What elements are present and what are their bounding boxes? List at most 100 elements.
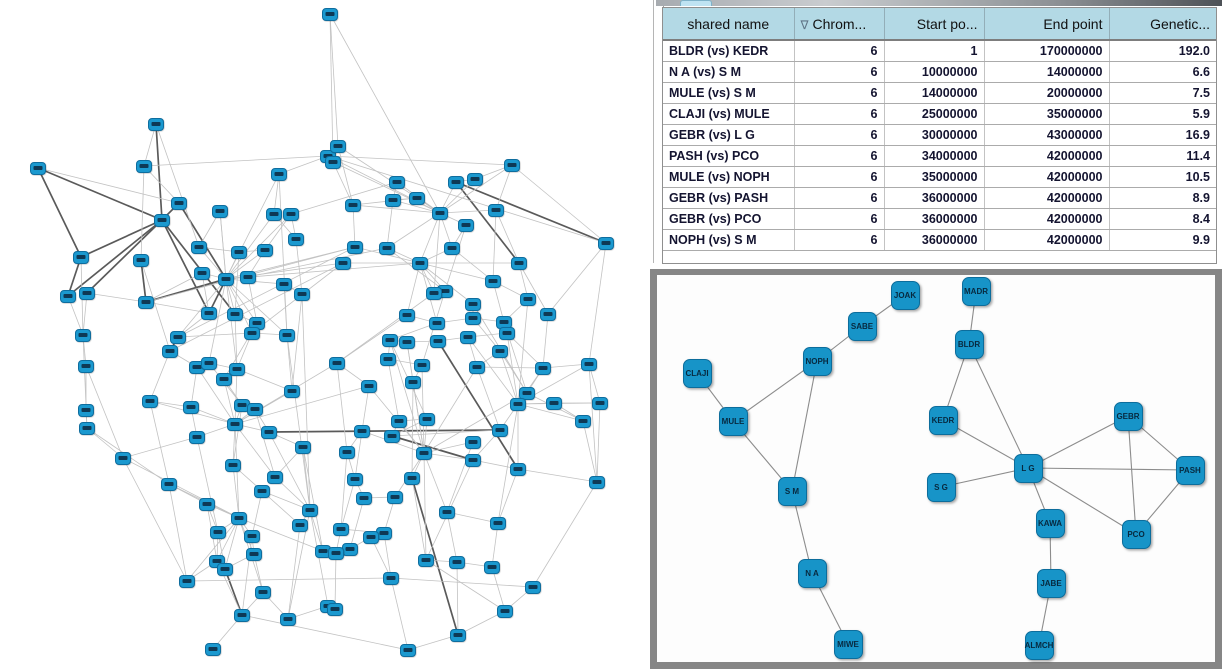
- graph-edge[interactable]: [446, 511, 499, 524]
- graph-edge[interactable]: [143, 123, 157, 167]
- graph-edge[interactable]: [327, 155, 513, 166]
- graph-node[interactable]: [247, 402, 263, 416]
- graph-node-kawa[interactable]: KAWA: [1035, 508, 1065, 538]
- graph-node[interactable]: [592, 396, 608, 410]
- graph-edge[interactable]: [446, 511, 458, 563]
- graph-node[interactable]: [439, 505, 455, 519]
- graph-node[interactable]: [581, 357, 597, 371]
- graph-node[interactable]: [60, 289, 76, 303]
- graph-node[interactable]: [255, 585, 271, 599]
- table-row[interactable]: GEBR (vs) PCO 6 36000000 42000000 8.4: [663, 208, 1216, 230]
- graph-edge[interactable]: [122, 457, 240, 519]
- graph-edge[interactable]: [407, 634, 459, 651]
- table-row[interactable]: GEBR (vs) L G 6 30000000 43000000 16.9: [663, 124, 1216, 146]
- graph-edge[interactable]: [492, 280, 505, 323]
- graph-node[interactable]: [347, 472, 363, 486]
- graph-edge[interactable]: [232, 423, 236, 466]
- graph-node[interactable]: [75, 328, 91, 342]
- graph-edge[interactable]: [216, 517, 240, 562]
- graph-edge[interactable]: [791, 360, 818, 492]
- graph-edge[interactable]: [86, 219, 163, 294]
- graph-node[interactable]: [229, 362, 245, 376]
- graph-node[interactable]: [162, 344, 178, 358]
- graph-node[interactable]: [387, 490, 403, 504]
- graph-node-na[interactable]: N A: [797, 558, 827, 588]
- graph-edge[interactable]: [391, 429, 501, 437]
- graph-node[interactable]: [266, 207, 282, 221]
- graph-edge[interactable]: [582, 420, 598, 483]
- graph-edge[interactable]: [423, 366, 478, 454]
- graph-edge[interactable]: [495, 164, 513, 211]
- graph-node[interactable]: [497, 604, 513, 618]
- graph-edge[interactable]: [232, 404, 243, 466]
- graph-edge[interactable]: [456, 561, 459, 636]
- graph-edge[interactable]: [354, 430, 363, 480]
- graph-edge[interactable]: [517, 403, 584, 422]
- graph-edge[interactable]: [340, 478, 356, 530]
- graph-node[interactable]: [136, 159, 152, 173]
- graph-edge[interactable]: [196, 366, 236, 425]
- graph-edge[interactable]: [336, 292, 435, 364]
- graph-node[interactable]: [460, 330, 476, 344]
- graph-node[interactable]: [244, 326, 260, 340]
- graph-edge[interactable]: [219, 210, 227, 280]
- graph-node[interactable]: [30, 161, 46, 175]
- graph-node[interactable]: [485, 274, 501, 288]
- graph-node[interactable]: [429, 316, 445, 330]
- graph-edge[interactable]: [1027, 467, 1137, 535]
- graph-node-sg[interactable]: S G: [926, 472, 956, 502]
- graph-edge[interactable]: [361, 385, 370, 432]
- graph-edge[interactable]: [421, 364, 425, 454]
- graph-node[interactable]: [546, 396, 562, 410]
- graph-node[interactable]: [292, 518, 308, 532]
- graph-node[interactable]: [231, 245, 247, 259]
- graph-node[interactable]: [201, 306, 217, 320]
- table-row[interactable]: PASH (vs) PCO 6 34000000 42000000 11.4: [663, 145, 1216, 167]
- graph-edge[interactable]: [82, 292, 88, 336]
- graph-edge[interactable]: [336, 314, 408, 364]
- graph-edge[interactable]: [437, 340, 519, 470]
- graph-edge[interactable]: [190, 366, 198, 408]
- graph-edge[interactable]: [140, 165, 145, 261]
- graph-edge[interactable]: [155, 123, 163, 221]
- graph-node[interactable]: [449, 555, 465, 569]
- graph-node-kedr[interactable]: KEDR: [928, 405, 958, 435]
- graph-edge[interactable]: [349, 497, 365, 550]
- graph-edge[interactable]: [419, 262, 474, 305]
- graph-node[interactable]: [327, 602, 343, 616]
- graph-edge[interactable]: [225, 278, 238, 370]
- graph-node[interactable]: [535, 361, 551, 375]
- graph-node[interactable]: [276, 277, 292, 291]
- graph-edge[interactable]: [332, 161, 441, 214]
- graph-edge[interactable]: [208, 278, 227, 364]
- graph-node[interactable]: [216, 372, 232, 386]
- graph-edge[interactable]: [411, 381, 414, 479]
- column-header-startpo[interactable]: Start po...: [884, 8, 985, 41]
- graph-node[interactable]: [469, 360, 485, 374]
- graph-node[interactable]: [201, 356, 217, 370]
- graph-edge[interactable]: [337, 145, 354, 206]
- graph-edge[interactable]: [302, 446, 324, 552]
- graph-node[interactable]: [73, 250, 89, 264]
- graph-edge[interactable]: [1127, 415, 1137, 535]
- graph-node[interactable]: [210, 525, 226, 539]
- graph-edge[interactable]: [145, 272, 203, 303]
- graph-edge[interactable]: [497, 403, 519, 524]
- graph-edge[interactable]: [291, 293, 303, 392]
- graph-edge[interactable]: [169, 262, 344, 352]
- graph-node[interactable]: [288, 232, 304, 246]
- graph-node[interactable]: [191, 240, 207, 254]
- graph-edge[interactable]: [383, 532, 392, 579]
- graph-edge[interactable]: [386, 199, 394, 249]
- graph-node[interactable]: [254, 484, 270, 498]
- graph-node[interactable]: [520, 292, 536, 306]
- graph-node-jabe[interactable]: JABE: [1036, 568, 1066, 598]
- graph-node[interactable]: [383, 571, 399, 585]
- graph-node[interactable]: [484, 560, 500, 574]
- graph-edge[interactable]: [225, 278, 258, 324]
- graph-node[interactable]: [257, 243, 273, 257]
- graph-node[interactable]: [240, 270, 256, 284]
- graph-edge[interactable]: [268, 431, 311, 511]
- graph-node[interactable]: [328, 546, 344, 560]
- graph-edge[interactable]: [301, 293, 311, 511]
